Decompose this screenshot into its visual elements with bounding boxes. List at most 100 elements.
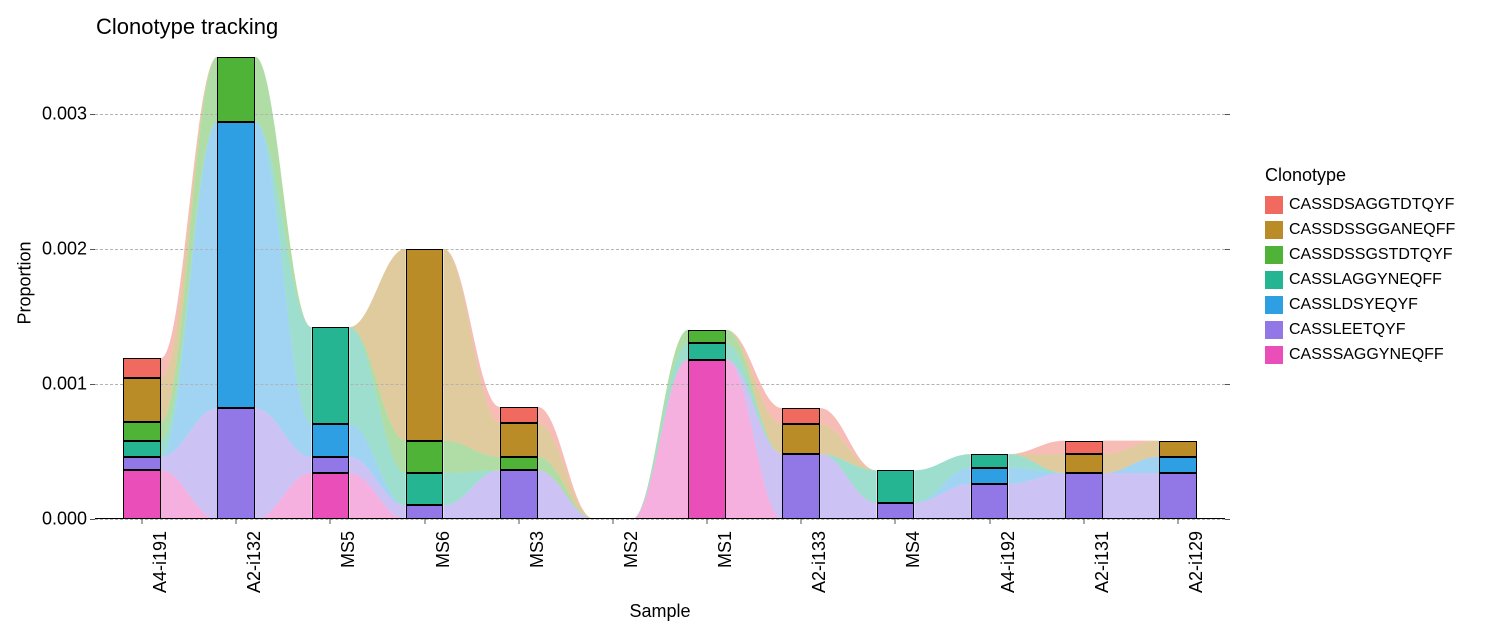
bar-segment [500,423,538,457]
bar-segment [971,468,1009,484]
bar-group [782,46,820,519]
legend: Clonotype CASSDSAGGTDTQYFCASSDSSGGANEQFF… [1265,165,1455,367]
grid-line [95,114,1225,115]
flow-ribbon [1103,457,1160,473]
bar-segment [877,470,915,502]
xtick-label: A2-i133 [809,527,830,593]
bar-segment [312,457,350,473]
legend-title: Clonotype [1265,165,1455,186]
xtick-label: MS5 [338,527,359,568]
figure: Clonotype tracking 0.0000.0010.0020.003A… [0,0,1500,625]
bar-segment [1065,454,1103,473]
xtick-mark [1177,519,1178,524]
flow-ribbon [255,473,311,519]
legend-item: CASSSAGGYNEQFF [1265,342,1455,367]
flow-ribbon [349,249,406,441]
bar-segment [1159,441,1197,457]
bar-segment [123,457,161,471]
legend-swatch [1265,321,1283,339]
xtick-label: MS1 [715,527,736,568]
xtick-mark [424,519,425,524]
flow-ribbon [1008,454,1065,473]
bar-segment [123,358,161,378]
flow-ribbon [726,330,783,454]
xtick-label: MS6 [433,527,454,568]
bar-segment [877,503,915,519]
flow-ribbon [538,407,595,519]
flow-ribbon [161,57,218,379]
ytick-mark [1225,114,1230,115]
bar-group [312,46,350,519]
xtick-label: MS4 [903,527,924,568]
flow-ribbon [1103,473,1160,519]
flow-ribbon [349,327,406,505]
legend-label: CASSSAGGYNEQFF [1289,346,1444,364]
flow-ribbons [95,46,1225,519]
grid-line [95,519,1225,520]
flow-ribbon [349,473,406,519]
bar-segment [406,505,444,519]
legend-swatch [1265,196,1283,214]
flow-ribbon [726,343,783,454]
flow-ribbon [538,457,595,519]
bar-group [1159,46,1197,519]
xtick-mark [1083,519,1084,524]
bar-segment [782,424,820,454]
legend-swatch [1265,221,1283,239]
bar-group [594,46,632,519]
bar-segment [971,484,1009,519]
bar-segment [123,422,161,441]
legend-item: CASSDSSGSTDTQYF [1265,242,1455,267]
xtick-label: A4-i191 [150,527,171,593]
xtick-label: A2-i131 [1092,527,1113,593]
xtick-mark [236,519,237,524]
legend-swatch [1265,271,1283,289]
legend-item: CASSLEETQYF [1265,317,1455,342]
bar-segment [123,470,161,519]
bar-group [688,46,726,519]
bar-segment [217,408,255,519]
legend-item: CASSDSSGGANEQFF [1265,217,1455,242]
legend-item: CASSLAGGYNEQFF [1265,267,1455,292]
grid-line [95,249,1225,250]
flow-ribbon [161,408,218,519]
flow-ribbon [161,470,218,519]
xtick-label: A2-i129 [1186,527,1207,593]
xtick-label: A2-i132 [244,527,265,593]
plot-area: 0.0000.0010.0020.003A4-i191A2-i132MS5MS6… [95,46,1225,519]
bar-segment [406,473,444,505]
bar-segment [217,122,255,409]
legend-label: CASSLAGGYNEQFF [1289,271,1442,289]
bar-segment [312,327,350,424]
flow-ribbon [1103,441,1160,455]
flow-ribbon [443,470,500,505]
flow-ribbon [914,454,971,503]
ytick-mark [1225,384,1230,385]
bar-segment [312,424,350,456]
legend-swatch [1265,246,1283,264]
flow-ribbon [820,454,877,519]
flow-ribbon [349,457,406,519]
ytick-mark [1225,519,1230,520]
flow-ribbon [349,424,406,505]
xtick-label: MS2 [621,527,642,568]
flow-ribbon [443,249,500,457]
flow-ribbon [820,454,877,503]
xtick-mark [895,519,896,524]
flow-ribbon [914,484,971,519]
bar-segment [500,407,538,423]
ytick-label: 0.002 [42,238,95,259]
bar-segment [123,378,161,421]
flow-ribbon [1008,441,1065,455]
bar-group [500,46,538,519]
flow-ribbon [255,408,311,519]
flow-ribbon [161,122,218,457]
xtick-mark [518,519,519,524]
legend-swatch [1265,296,1283,314]
chart-title: Clonotype tracking [96,14,278,40]
xtick-mark [612,519,613,524]
legend-swatch [1265,346,1283,364]
ytick-label: 0.003 [42,103,95,124]
bar-group [1065,46,1103,519]
flow-ribbon [726,330,783,425]
